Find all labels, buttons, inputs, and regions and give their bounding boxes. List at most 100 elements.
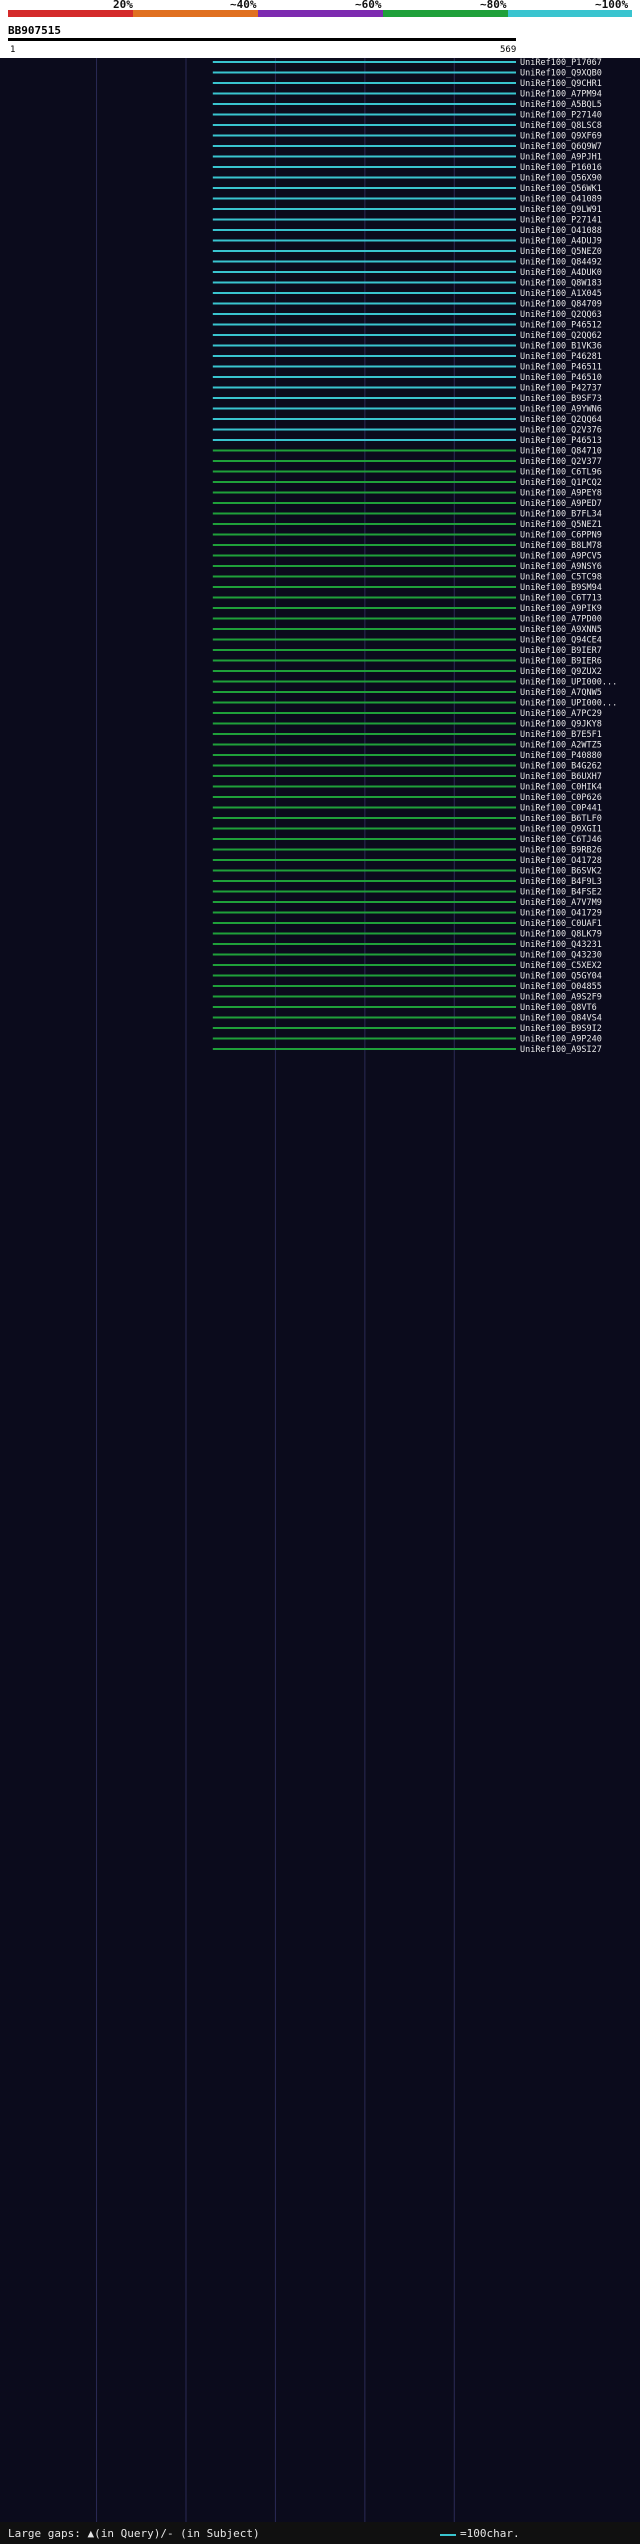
hit-row[interactable]: UniRef100_Q2V377: [212, 457, 602, 467]
hit-row[interactable]: UniRef100_O41728: [212, 856, 602, 866]
hit-label[interactable]: UniRef100_A9YWN6: [520, 405, 602, 415]
hit-row[interactable]: UniRef100_A4DUK0: [212, 268, 602, 278]
hit-label[interactable]: UniRef100_P46281: [520, 352, 602, 362]
hit-row[interactable]: UniRef100_Q9ZUX2: [212, 667, 602, 677]
hit-row[interactable]: UniRef100_P46510: [212, 373, 602, 383]
hit-row[interactable]: UniRef100_Q1PCQ2: [212, 478, 602, 488]
hit-label[interactable]: UniRef100_Q9ZUX2: [520, 667, 602, 677]
hit-label[interactable]: UniRef100_A9XNN5: [520, 625, 602, 635]
hit-row[interactable]: UniRef100_B8LM78: [212, 541, 602, 551]
hit-row[interactable]: UniRef100_Q8W183: [212, 279, 602, 289]
hit-label[interactable]: UniRef100_Q8LK79: [520, 930, 602, 940]
hit-row[interactable]: UniRef100_Q56X90: [212, 174, 602, 184]
hit-label[interactable]: UniRef100_P27140: [520, 111, 602, 121]
hit-row[interactable]: UniRef100_A2WTZ5: [212, 741, 602, 751]
hit-row[interactable]: UniRef100_Q2QQ62: [212, 331, 602, 341]
hit-row[interactable]: UniRef100_Q6Q9W7: [212, 142, 602, 152]
hit-row[interactable]: UniRef100_A7PM94: [212, 90, 602, 100]
hit-row[interactable]: UniRef100_B7FL34: [212, 510, 602, 520]
hit-label[interactable]: UniRef100_A9SI27: [520, 1045, 602, 1055]
hit-row[interactable]: UniRef100_Q9JKY8: [212, 720, 602, 730]
hit-label[interactable]: UniRef100_C6PPN9: [520, 531, 602, 541]
hit-row[interactable]: UniRef100_Q2QQ64: [212, 415, 602, 425]
hit-label[interactable]: UniRef100_Q9LW91: [520, 205, 602, 215]
hit-row[interactable]: UniRef100_C6TJ46: [212, 835, 602, 845]
hit-label[interactable]: UniRef100_C5TC98: [520, 573, 602, 583]
hit-label[interactable]: UniRef100_Q9JKY8: [520, 720, 602, 730]
hit-row[interactable]: UniRef100_C0UAF1: [212, 919, 602, 929]
hit-label[interactable]: UniRef100_Q6Q9W7: [520, 142, 602, 152]
hit-label[interactable]: UniRef100_A2WTZ5: [520, 741, 602, 751]
hit-label[interactable]: UniRef100_Q2V376: [520, 426, 602, 436]
hit-label[interactable]: UniRef100_B9IER6: [520, 657, 602, 667]
hit-row[interactable]: UniRef100_O41729: [212, 909, 602, 919]
hit-label[interactable]: UniRef100_Q56X90: [520, 174, 602, 184]
hit-row[interactable]: UniRef100_C5TC98: [212, 573, 602, 583]
hit-row[interactable]: UniRef100_C6TL96: [212, 468, 602, 478]
hit-label[interactable]: UniRef100_A7V7M9: [520, 898, 602, 908]
hit-row[interactable]: UniRef100_B7E5F1: [212, 730, 602, 740]
hit-row[interactable]: UniRef100_Q8LK79: [212, 930, 602, 940]
hit-label[interactable]: UniRef100_C6TL96: [520, 468, 602, 478]
hit-label[interactable]: UniRef100_A7PC29: [520, 709, 602, 719]
hit-row[interactable]: UniRef100_A9XNN5: [212, 625, 602, 635]
hit-row[interactable]: UniRef100_B9IER6: [212, 657, 602, 667]
hit-label[interactable]: UniRef100_UPI000...: [520, 678, 617, 688]
hit-row[interactable]: UniRef100_Q5NEZ0: [212, 247, 602, 257]
hit-label[interactable]: UniRef100_B7FL34: [520, 510, 602, 520]
hit-label[interactable]: UniRef100_P46512: [520, 321, 602, 331]
hit-row[interactable]: UniRef100_B4G262: [212, 762, 602, 772]
hit-row[interactable]: UniRef100_B9IER7: [212, 646, 602, 656]
hit-label[interactable]: UniRef100_C0HIK4: [520, 783, 602, 793]
hit-label[interactable]: UniRef100_A7PM94: [520, 90, 602, 100]
hit-label[interactable]: UniRef100_Q43230: [520, 951, 602, 961]
hit-row[interactable]: UniRef100_P40880: [212, 751, 602, 761]
hit-label[interactable]: UniRef100_C5XEX2: [520, 961, 602, 971]
hit-label[interactable]: UniRef100_Q9XQB0: [520, 69, 602, 79]
hit-label[interactable]: UniRef100_O04855: [520, 982, 602, 992]
hit-label[interactable]: UniRef100_Q5NEZ1: [520, 520, 602, 530]
hit-row[interactable]: UniRef100_O41089: [212, 195, 602, 205]
hit-label[interactable]: UniRef100_P40880: [520, 751, 602, 761]
hit-label[interactable]: UniRef100_O41088: [520, 226, 602, 236]
hit-label[interactable]: UniRef100_P42737: [520, 384, 602, 394]
hit-label[interactable]: UniRef100_B4FSE2: [520, 888, 602, 898]
hit-row[interactable]: UniRef100_A5BQL5: [212, 100, 602, 110]
hit-row[interactable]: UniRef100_Q84710: [212, 447, 602, 457]
hit-label[interactable]: UniRef100_Q8VT6: [520, 1003, 597, 1013]
hit-label[interactable]: UniRef100_A9PEY8: [520, 489, 602, 499]
hit-label[interactable]: UniRef100_Q9XF69: [520, 132, 602, 142]
hit-label[interactable]: UniRef100_A9NSY6: [520, 562, 602, 572]
hit-row[interactable]: UniRef100_P46512: [212, 321, 602, 331]
hit-label[interactable]: UniRef100_A5BQL5: [520, 100, 602, 110]
hit-label[interactable]: UniRef100_C6TJ46: [520, 835, 602, 845]
hit-row[interactable]: UniRef100_A9S2F9: [212, 993, 602, 1003]
hit-row[interactable]: UniRef100_P27141: [212, 216, 602, 226]
hit-label[interactable]: UniRef100_A1X045: [520, 289, 602, 299]
hit-row[interactable]: UniRef100_C0P441: [212, 804, 602, 814]
hit-row[interactable]: UniRef100_Q84492: [212, 258, 602, 268]
hit-label[interactable]: UniRef100_B4G262: [520, 762, 602, 772]
hit-row[interactable]: UniRef100_O41088: [212, 226, 602, 236]
hit-row[interactable]: UniRef100_Q84VS4: [212, 1014, 602, 1024]
hit-row[interactable]: UniRef100_P42737: [212, 384, 602, 394]
hit-label[interactable]: UniRef100_B6UXH7: [520, 772, 602, 782]
hit-label[interactable]: UniRef100_Q43231: [520, 940, 602, 950]
hit-label[interactable]: UniRef100_P17067: [520, 58, 602, 68]
hit-label[interactable]: UniRef100_Q84492: [520, 258, 602, 268]
hit-label[interactable]: UniRef100_Q84709: [520, 300, 602, 310]
hit-label[interactable]: UniRef100_O41089: [520, 195, 602, 205]
hit-row[interactable]: UniRef100_Q9LW91: [212, 205, 602, 215]
hit-row[interactable]: UniRef100_A7V7M9: [212, 898, 602, 908]
hit-row[interactable]: UniRef100_O04855: [212, 982, 602, 992]
hit-label[interactable]: UniRef100_B9S9I2: [520, 1024, 602, 1034]
hit-row[interactable]: UniRef100_Q94CE4: [212, 636, 602, 646]
hit-label[interactable]: UniRef100_C6T713: [520, 594, 602, 604]
hit-label[interactable]: UniRef100_B1VK36: [520, 342, 602, 352]
hit-row[interactable]: UniRef100_C0P626: [212, 793, 602, 803]
hit-label[interactable]: UniRef100_Q5NEZ0: [520, 247, 602, 257]
hit-label[interactable]: UniRef100_P16016: [520, 163, 602, 173]
hit-label[interactable]: UniRef100_A9PJH1: [520, 153, 602, 163]
hit-row[interactable]: UniRef100_P46513: [212, 436, 602, 446]
hit-label[interactable]: UniRef100_Q84710: [520, 447, 602, 457]
